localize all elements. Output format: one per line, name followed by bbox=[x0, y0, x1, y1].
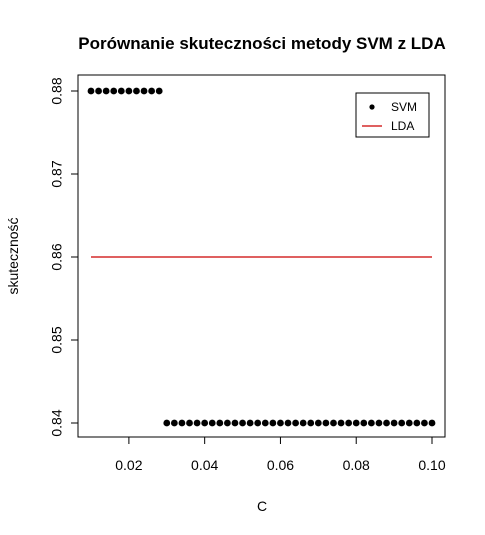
legend-marker-svm bbox=[369, 104, 375, 110]
data-point-svm bbox=[421, 419, 428, 427]
x-tick-label: 0.06 bbox=[267, 457, 294, 473]
y-axis-label: skuteczność bbox=[5, 217, 21, 294]
legend: SVM LDA bbox=[355, 92, 430, 138]
y-tick-label: 0.84 bbox=[49, 409, 65, 436]
data-point-svm bbox=[330, 419, 337, 427]
data-point-svm bbox=[224, 419, 231, 427]
data-point-svm bbox=[367, 419, 375, 427]
data-point-svm bbox=[292, 419, 299, 427]
data-point-svm bbox=[428, 419, 436, 427]
data-point-svm bbox=[148, 87, 156, 95]
data-point-svm bbox=[102, 87, 110, 95]
data-point-svm bbox=[201, 419, 209, 427]
data-point-svm bbox=[314, 419, 322, 427]
legend-label: LDA bbox=[391, 119, 414, 133]
data-point-svm bbox=[352, 419, 360, 427]
chart-title: Porównanie skuteczności metody SVM z LDA bbox=[78, 34, 445, 53]
x-tick-label: 0.04 bbox=[191, 457, 218, 473]
data-point-svm bbox=[345, 419, 353, 427]
y-tick-label: 0.87 bbox=[49, 160, 65, 187]
data-point-svm bbox=[231, 419, 239, 427]
data-point-svm bbox=[277, 419, 284, 427]
data-point-svm bbox=[163, 419, 171, 427]
data-point-svm bbox=[125, 87, 133, 95]
y-tick-label: 0.86 bbox=[49, 243, 65, 270]
data-point-svm bbox=[186, 419, 193, 427]
data-point-svm bbox=[284, 419, 292, 427]
data-point-svm bbox=[87, 87, 95, 95]
x-tick-label: 0.08 bbox=[343, 457, 370, 473]
data-point-svm bbox=[170, 419, 178, 427]
data-point-svm bbox=[360, 419, 368, 427]
data-point-svm bbox=[117, 87, 125, 95]
legend-label: SVM bbox=[391, 100, 417, 114]
x-axis: 0.02 0.04 0.06 0.08 0.10 bbox=[115, 436, 446, 473]
data-point-svm bbox=[322, 419, 330, 427]
data-point-svm bbox=[178, 419, 186, 427]
data-point-svm bbox=[155, 87, 163, 95]
y-axis: 0.84 0.85 0.86 0.87 0.88 bbox=[49, 77, 79, 437]
data-point-svm bbox=[246, 419, 254, 427]
x-tick-label: 0.10 bbox=[418, 457, 445, 473]
data-point-svm bbox=[110, 87, 118, 95]
data-point-svm bbox=[398, 419, 406, 427]
data-point-svm bbox=[261, 419, 269, 427]
data-point-svm bbox=[337, 419, 345, 427]
data-point-svm bbox=[413, 419, 421, 427]
data-point-svm bbox=[193, 419, 201, 427]
data-point-svm bbox=[208, 419, 216, 427]
data-point-svm bbox=[375, 419, 383, 427]
data-point-svm bbox=[133, 87, 140, 95]
data-point-svm bbox=[307, 419, 315, 427]
series-layer bbox=[87, 87, 436, 427]
data-point-svm bbox=[254, 419, 262, 427]
data-point-svm bbox=[390, 419, 398, 427]
legend-items: SVM LDA bbox=[362, 100, 417, 133]
y-tick-label: 0.85 bbox=[49, 326, 65, 353]
data-point-svm bbox=[383, 419, 390, 427]
legend-box bbox=[355, 92, 430, 138]
data-point-svm bbox=[95, 87, 102, 95]
y-tick-label: 0.88 bbox=[49, 77, 65, 104]
data-point-svm bbox=[140, 87, 148, 95]
data-point-svm bbox=[269, 419, 277, 427]
data-point-svm bbox=[299, 419, 307, 427]
data-point-svm bbox=[239, 419, 246, 427]
x-tick-label: 0.02 bbox=[115, 457, 142, 473]
x-axis-label: C bbox=[257, 498, 267, 514]
data-point-svm bbox=[216, 419, 224, 427]
data-point-svm bbox=[405, 419, 413, 427]
